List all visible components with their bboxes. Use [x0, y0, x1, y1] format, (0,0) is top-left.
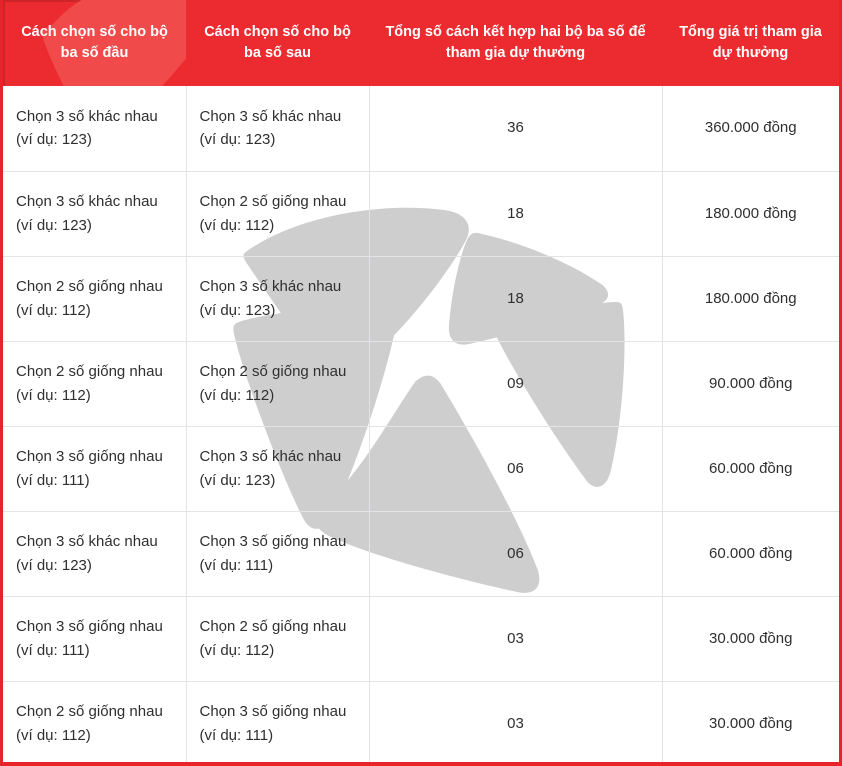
second-set-example: (ví dụ: 111): [199, 726, 274, 744]
table-row: Chọn 2 số giống nhau (ví dụ: 112) Chọn 3…: [3, 256, 839, 342]
cell-first-set: Chọn 3 số khác nhau (ví dụ: 123): [3, 86, 187, 172]
column-header-first-set-line-2: ba số đầu: [60, 45, 129, 61]
first-set-rule: Chọn 3 số khác nhau: [16, 532, 158, 550]
column-header-total-value-line-1: Tổng giá trị tham gia: [679, 23, 822, 40]
cell-total-value: 60.000 đồng: [662, 511, 839, 597]
first-set-example: (ví dụ: 112): [16, 386, 91, 404]
cell-second-set: Chọn 2 số giống nhau (ví dụ: 112): [186, 171, 370, 257]
lottery-prize-table: Cách chọn số cho bộ ba số đầu Cách chọn …: [3, 0, 839, 762]
second-set-rule: Chọn 3 số giống nhau: [199, 703, 347, 721]
first-set-example: (ví dụ: 111): [16, 641, 90, 659]
first-set-example: (ví dụ: 112): [16, 301, 91, 319]
cell-combinations: 06: [369, 511, 663, 597]
cell-combinations: 36: [369, 86, 663, 172]
cell-combinations: 18: [369, 171, 663, 257]
first-set-rule: Chọn 2 số giống nhau: [16, 277, 163, 295]
table-header: Cách chọn số cho bộ ba số đầu Cách chọn …: [3, 0, 839, 86]
cell-total-value: 30.000 đồng: [662, 596, 839, 682]
second-set-rule: Chọn 2 số giống nhau: [199, 617, 347, 635]
cell-total-value: 180.000 đồng: [662, 256, 839, 342]
column-header-combinations-line-2: tham gia dự thưởng: [445, 45, 586, 61]
cell-second-set: Chọn 3 số khác nhau (ví dụ: 123): [186, 86, 370, 172]
second-set-example: (ví dụ: 123): [199, 471, 276, 489]
cell-second-set: Chọn 2 số giống nhau (ví dụ: 112): [186, 341, 370, 427]
column-header-second-set: Cách chọn số cho bộ ba số sau: [186, 0, 369, 86]
second-set-rule: Chọn 2 số giống nhau: [199, 192, 347, 210]
second-set-example: (ví dụ: 112): [199, 216, 275, 234]
cell-first-set: Chọn 3 số khác nhau (ví dụ: 123): [3, 511, 187, 597]
cell-second-set: Chọn 3 số giống nhau (ví dụ: 111): [186, 681, 370, 762]
column-header-first-set: Cách chọn số cho bộ ba số đầu: [3, 0, 186, 86]
first-set-example: (ví dụ: 111): [16, 471, 90, 489]
cell-first-set: Chọn 3 số giống nhau (ví dụ: 111): [3, 596, 187, 682]
cell-first-set: Chọn 2 số giống nhau (ví dụ: 112): [3, 681, 187, 762]
column-header-combinations-line-1: Tổng số cách kết hợp hai bộ ba số để: [385, 23, 646, 40]
table-row: Chọn 3 số khác nhau (ví dụ: 123) Chọn 3 …: [3, 86, 839, 172]
table-row: Chọn 3 số giống nhau (ví dụ: 111) Chọn 2…: [3, 596, 839, 682]
second-set-rule: Chọn 3 số khác nhau: [199, 277, 342, 295]
cell-first-set: Chọn 2 số giống nhau (ví dụ: 112): [3, 341, 187, 427]
table-body: Chọn 3 số khác nhau (ví dụ: 123) Chọn 3 …: [3, 86, 839, 762]
cell-second-set: Chọn 2 số giống nhau (ví dụ: 112): [186, 596, 370, 682]
first-set-example: (ví dụ: 123): [16, 556, 92, 574]
cell-second-set: Chọn 3 số khác nhau (ví dụ: 123): [186, 256, 370, 342]
cell-total-value: 360.000 đồng: [662, 86, 839, 172]
first-set-rule: Chọn 3 số khác nhau: [16, 107, 158, 125]
second-set-example: (ví dụ: 123): [199, 131, 276, 149]
first-set-rule: Chọn 3 số giống nhau: [16, 617, 163, 635]
column-header-second-set-line-1: Cách chọn số cho bộ: [204, 23, 351, 40]
second-set-example: (ví dụ: 111): [199, 556, 274, 574]
column-header-total-value-line-2: dự thưởng: [712, 45, 789, 61]
table-row: Chọn 3 số khác nhau (ví dụ: 123) Chọn 3 …: [3, 511, 839, 597]
cell-total-value: 90.000 đồng: [662, 341, 839, 427]
second-set-example: (ví dụ: 123): [199, 301, 276, 319]
column-header-combinations: Tổng số cách kết hợp hai bộ ba số để tha…: [369, 0, 662, 86]
cell-total-value: 30.000 đồng: [709, 714, 793, 732]
cell-second-set: Chọn 3 số khác nhau (ví dụ: 123): [186, 426, 370, 512]
cell-total-value: 180.000 đồng: [662, 171, 839, 257]
cell-combinations: 03: [369, 681, 663, 762]
table-row: Chọn 3 số giống nhau (ví dụ: 111) Chọn 3…: [3, 426, 839, 512]
second-set-rule: Chọn 2 số giống nhau: [199, 362, 347, 380]
table-row: Chọn 3 số khác nhau (ví dụ: 123) Chọn 2 …: [3, 171, 839, 257]
cell-second-set: Chọn 3 số giống nhau (ví dụ: 111): [186, 511, 370, 597]
first-set-rule: Chọn 2 số giống nhau: [16, 703, 163, 721]
column-header-second-set-line-2: ba số sau: [244, 45, 311, 61]
cell-first-set: Chọn 3 số khác nhau (ví dụ: 123): [3, 171, 187, 257]
table-row: Chọn 2 số giống nhau (ví dụ: 112) Chọn 2…: [3, 341, 839, 427]
cell-total-value: 60.000 đồng: [662, 426, 839, 512]
table-header-row: Cách chọn số cho bộ ba số đầu Cách chọn …: [3, 0, 839, 86]
first-set-example: (ví dụ: 123): [16, 131, 92, 149]
second-set-rule: Chọn 3 số khác nhau: [199, 107, 342, 125]
cell-combinations: 03: [369, 596, 663, 682]
cell-combinations: 09: [369, 341, 663, 427]
table-row: Chọn 2 số giống nhau (ví dụ: 112) Chọn 3…: [3, 681, 839, 762]
cell-first-set: Chọn 3 số giống nhau (ví dụ: 111): [3, 426, 187, 512]
second-set-example: (ví dụ: 112): [199, 386, 275, 404]
first-set-example: (ví dụ: 112): [16, 726, 91, 744]
first-set-rule: Chọn 3 số khác nhau: [16, 192, 158, 210]
column-header-first-set-line-1: Cách chọn số cho bộ: [21, 23, 168, 40]
cell-first-set: Chọn 2 số giống nhau (ví dụ: 112): [3, 256, 187, 342]
second-set-rule: Chọn 3 số khác nhau: [199, 447, 342, 465]
second-set-rule: Chọn 3 số giống nhau: [199, 532, 347, 550]
second-set-example: (ví dụ: 112): [199, 641, 275, 659]
cell-combinations: 06: [369, 426, 663, 512]
first-set-rule: Chọn 3 số giống nhau: [16, 447, 163, 465]
first-set-example: (ví dụ: 123): [16, 216, 92, 234]
first-set-rule: Chọn 2 số giống nhau: [16, 362, 163, 380]
cell-combinations: 18: [369, 256, 663, 342]
column-header-total-value: Tổng giá trị tham gia dự thưởng: [662, 0, 839, 86]
